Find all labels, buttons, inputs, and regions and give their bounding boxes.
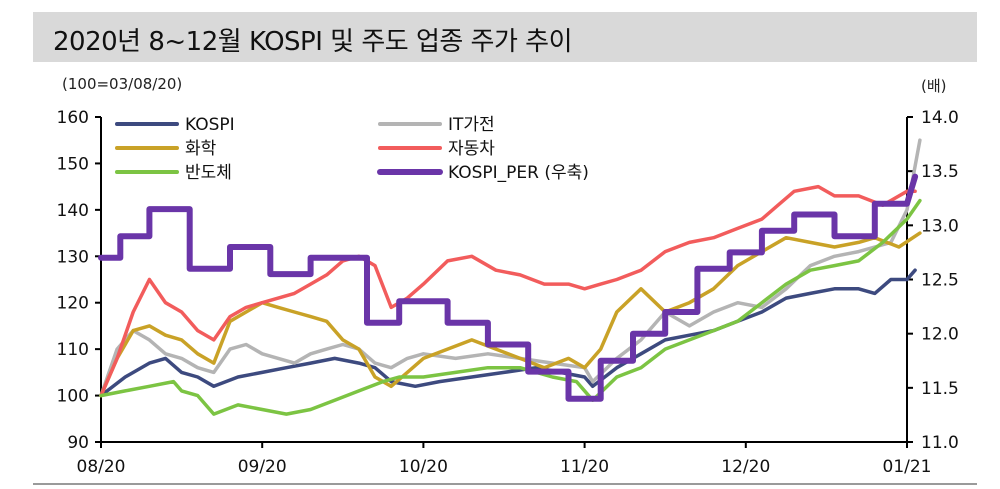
legend-label: 반도체 <box>185 163 232 183</box>
series-line-5 <box>98 173 919 402</box>
left-tick-label: 160 <box>57 108 89 128</box>
left-tick-label: 120 <box>57 294 89 314</box>
left-tick-label: 90 <box>67 433 89 453</box>
legend-label: IT가전 <box>448 115 495 135</box>
right-tick-label: 14.0 <box>921 108 959 128</box>
legend-label: KOSPI <box>185 115 235 135</box>
x-tick-label: 12/20 <box>721 457 770 477</box>
left-tick-label: 130 <box>57 247 89 267</box>
right-axis-unit: (배) <box>921 77 947 95</box>
x-tick-label: 10/20 <box>399 457 448 477</box>
left-tick-label: 140 <box>57 201 89 221</box>
left-tick-label: 150 <box>57 154 89 174</box>
legend-label: KOSPI_PER (우축) <box>448 163 589 183</box>
right-tick-label: 11.5 <box>921 379 959 399</box>
x-tick-label: 01/21 <box>883 457 932 477</box>
legend-label: 화학 <box>185 139 217 159</box>
left-axis-unit: (100=03/08/20) <box>62 75 183 93</box>
title-bar: 2020년 8~12월 KOSPI 및 주도 업종 주가 추이 <box>33 12 977 62</box>
left-tick-label: 110 <box>57 340 89 360</box>
x-tick-label: 09/20 <box>238 457 287 477</box>
x-tick-label: 11/20 <box>560 457 609 477</box>
series-line-0 <box>99 268 917 398</box>
right-tick-label: 12.0 <box>921 325 959 345</box>
right-tick-label: 12.5 <box>921 271 959 291</box>
bottom-rule <box>33 483 977 485</box>
series-line-4 <box>99 198 922 416</box>
chart-title: 2020년 8~12월 KOSPI 및 주도 업종 주가 추이 <box>53 27 573 57</box>
right-tick-label: 13.0 <box>921 216 959 236</box>
right-tick-label: 13.5 <box>921 162 959 182</box>
x-tick-label: 08/20 <box>77 457 126 477</box>
left-tick-label: 100 <box>57 387 89 407</box>
right-tick-label: 11.0 <box>921 433 959 453</box>
series-line-3 <box>99 184 917 398</box>
legend-label: 자동차 <box>448 139 495 159</box>
series-line-1 <box>99 138 922 398</box>
